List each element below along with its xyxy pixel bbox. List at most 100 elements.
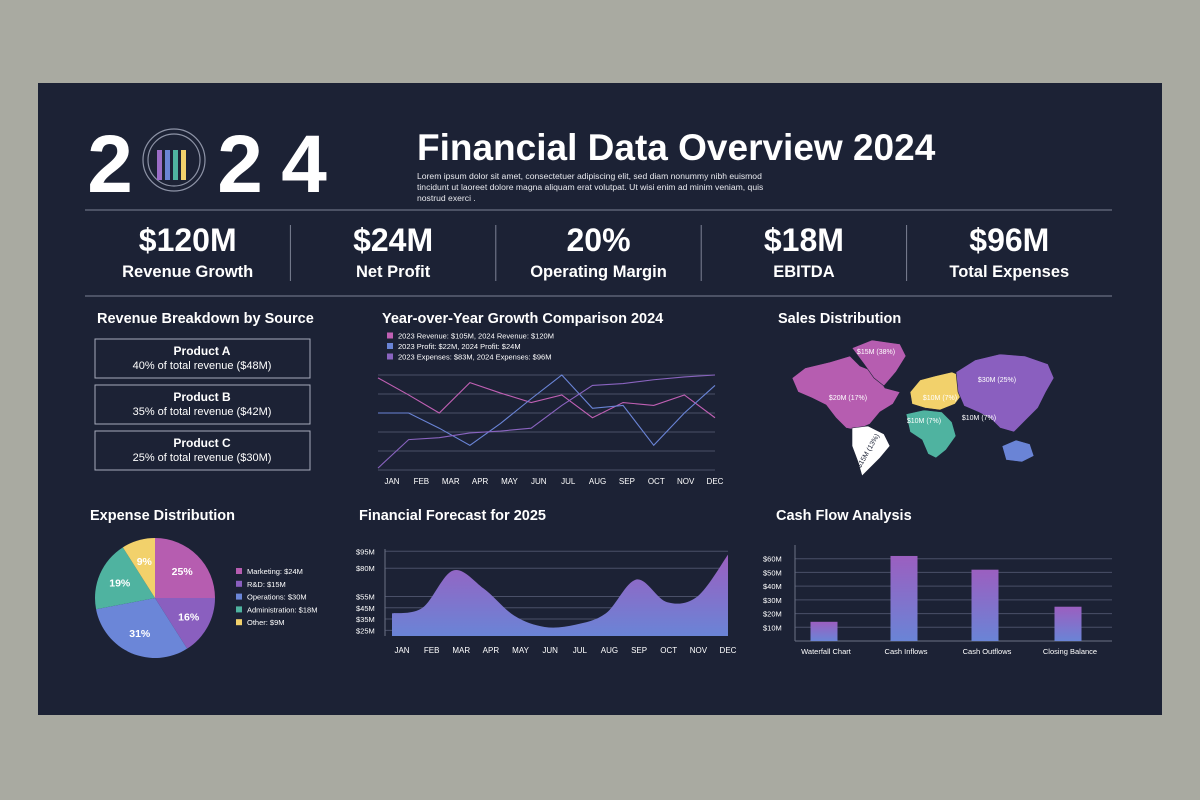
y-tick-label: $50M bbox=[763, 568, 782, 577]
bar bbox=[810, 621, 838, 641]
series-line bbox=[378, 374, 716, 447]
legend-swatch bbox=[236, 593, 242, 600]
x-tick-label: OCT bbox=[648, 477, 665, 486]
x-tick-label: JUN bbox=[542, 646, 558, 655]
y-tick-label: $40M bbox=[763, 582, 782, 591]
legend-swatch bbox=[236, 606, 242, 613]
y-tick-label: $45M bbox=[356, 604, 375, 613]
x-tick-label: MAY bbox=[512, 646, 529, 655]
chart-title: Cash Flow Analysis bbox=[776, 508, 912, 524]
pie-slice bbox=[95, 547, 155, 610]
legend-swatch bbox=[236, 580, 242, 587]
x-tick-label: Closing Balance bbox=[1043, 647, 1097, 656]
product-text: 35% of total revenue ($42M) bbox=[133, 406, 272, 418]
kpi-value: $18M bbox=[764, 222, 844, 258]
legend-swatch bbox=[236, 568, 242, 574]
x-tick-label: FEB bbox=[414, 477, 430, 486]
section-title: Sales Distribution bbox=[778, 311, 901, 327]
x-tick-label: OCT bbox=[660, 646, 677, 655]
slice-label: 31% bbox=[129, 628, 151, 640]
kpi-value: 20% bbox=[566, 222, 630, 258]
slice-label: 19% bbox=[109, 578, 131, 590]
legend-label: 2023 Profit: $22M, 2024 Profit: $24M bbox=[398, 342, 521, 351]
region-label: $30M (25%) bbox=[978, 377, 1016, 384]
kpi-value: $96M bbox=[969, 222, 1049, 258]
x-tick-label: APR bbox=[483, 646, 500, 655]
logo-digit: 2 bbox=[217, 119, 263, 210]
chart-title: Year-over-Year Growth Comparison 2024 bbox=[382, 311, 663, 327]
subtitle: Lorem ipsum dolor sit amet, consectetuer… bbox=[417, 171, 764, 203]
product-box bbox=[94, 384, 311, 425]
world-map bbox=[791, 339, 1055, 477]
x-tick-label: SEP bbox=[631, 646, 647, 655]
legend-swatch bbox=[387, 343, 393, 349]
x-tick-label: AUG bbox=[601, 646, 618, 655]
y-tick-label: $60M bbox=[763, 555, 782, 564]
legend-label: Other: $9M bbox=[247, 618, 285, 627]
x-tick-label: MAR bbox=[442, 477, 460, 486]
forecast-area bbox=[392, 554, 728, 636]
bar bbox=[971, 569, 999, 641]
product-name: Product C bbox=[173, 436, 231, 450]
y-tick-label: $35M bbox=[356, 615, 375, 624]
legend-label: Operations: $30M bbox=[247, 593, 307, 602]
kpi-value: $24M bbox=[353, 222, 433, 258]
pie-slice bbox=[122, 538, 155, 598]
region-label: $10M (7%) bbox=[923, 395, 957, 402]
pie-slice bbox=[155, 538, 215, 598]
x-tick-label: JUN bbox=[531, 477, 547, 486]
bar bbox=[890, 555, 918, 641]
x-tick-label: NOV bbox=[677, 477, 695, 486]
x-tick-label: DEC bbox=[720, 646, 737, 655]
y-tick-label: $95M bbox=[356, 547, 375, 556]
series-line bbox=[377, 377, 716, 419]
legend-label: Marketing: $24M bbox=[247, 567, 303, 576]
x-tick-label: JUL bbox=[561, 477, 576, 486]
logo-digit: 2 bbox=[87, 119, 133, 210]
region-label: $10M (7%) bbox=[962, 415, 996, 422]
x-tick-label: Cash Outflows bbox=[963, 647, 1012, 656]
legend-swatch bbox=[387, 332, 393, 339]
x-tick-label: DEC bbox=[707, 477, 724, 486]
slice-label: 25% bbox=[172, 566, 194, 578]
product-name: Product A bbox=[174, 344, 231, 358]
x-tick-label: APR bbox=[472, 477, 489, 486]
logo-digit: 4 bbox=[281, 119, 327, 210]
chart-title: Expense Distribution bbox=[90, 508, 235, 524]
y-tick-label: $30M bbox=[763, 596, 782, 605]
kpi-value: $120M bbox=[139, 222, 237, 258]
y-tick-label: $10M bbox=[763, 623, 782, 632]
product-text: 25% of total revenue ($30M) bbox=[133, 452, 272, 464]
x-tick-label: Cash Inflows bbox=[885, 647, 928, 656]
series-line bbox=[377, 374, 716, 469]
x-tick-label: MAR bbox=[452, 646, 470, 655]
legend-swatch bbox=[387, 353, 393, 360]
x-tick-label: FEB bbox=[424, 646, 440, 655]
chart-title: Financial Forecast for 2025 bbox=[359, 508, 546, 524]
x-tick-label: SEP bbox=[619, 477, 635, 486]
product-box bbox=[94, 430, 311, 471]
legend-label: 2023 Revenue: $105M, 2024 Revenue: $120M bbox=[398, 332, 554, 341]
logo-icon bbox=[142, 128, 206, 192]
kpi-label: Revenue Growth bbox=[122, 263, 253, 281]
kpi-label: Total Expenses bbox=[949, 263, 1069, 281]
legend-label: 2023 Expenses: $83M, 2024 Expenses: $96M bbox=[398, 353, 551, 362]
y-tick-label: $55M bbox=[356, 592, 375, 601]
y-tick-label: $20M bbox=[763, 610, 782, 619]
x-tick-label: JUL bbox=[573, 646, 588, 655]
product-name: Product B bbox=[173, 390, 231, 404]
y-tick-label: $80M bbox=[356, 564, 375, 573]
x-tick-label: AUG bbox=[589, 477, 606, 486]
kpi-label: Operating Margin bbox=[530, 263, 667, 281]
pie-slice bbox=[155, 598, 215, 649]
x-tick-label: JAN bbox=[394, 646, 409, 655]
x-tick-label: JAN bbox=[384, 477, 399, 486]
bar bbox=[1054, 606, 1082, 641]
region-label: $15M (38%) bbox=[857, 349, 895, 356]
legend-label: Administration: $18M bbox=[247, 605, 317, 614]
x-tick-label: Waterfall Chart bbox=[801, 647, 852, 656]
product-text: 40% of total revenue ($48M) bbox=[133, 360, 272, 372]
page-title: Financial Data Overview 2024 bbox=[417, 127, 936, 168]
x-tick-label: MAY bbox=[501, 477, 518, 486]
